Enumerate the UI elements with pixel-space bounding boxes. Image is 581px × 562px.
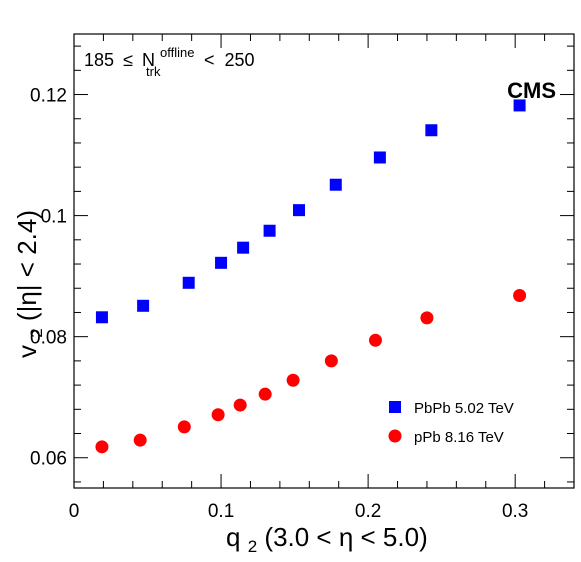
y-tick-label: 0.12	[30, 86, 67, 107]
data-point-square	[425, 124, 438, 137]
data-point-circle	[286, 373, 300, 387]
y-tick-label: 0.08	[30, 328, 67, 349]
data-point-square	[95, 311, 108, 324]
data-point-square	[513, 99, 526, 112]
data-point-square	[215, 256, 228, 269]
data-point-circle	[177, 420, 191, 434]
legend: PbPb 5.02 TeV pPb 8.16 TeV	[388, 400, 514, 446]
x-axis-title-rest: (3.0 < η < 5.0)	[264, 522, 427, 552]
y-axis-title-sub: 2	[27, 328, 46, 337]
data-point-square	[263, 224, 276, 237]
data-point-circle	[95, 440, 109, 454]
plot-frame	[73, 33, 575, 489]
legend-marker-ppb	[388, 429, 402, 443]
y-axis-title: v 2 (|η| < 2.4)	[12, 210, 48, 358]
y-axis-title-main: v	[12, 345, 42, 358]
selection-relation-2: <	[204, 50, 215, 70]
axis-ticks	[73, 34, 575, 488]
series-pbpb	[95, 99, 526, 324]
selection-relation: ≤	[123, 50, 133, 70]
y-tick-label: 0.06	[30, 449, 67, 470]
x-axis-title-main: q	[226, 522, 240, 552]
data-point-circle	[420, 311, 434, 325]
selection-annotation: 185 ≤ N offline trk < 250	[84, 41, 255, 80]
x-tick-label: 0	[69, 501, 80, 522]
experiment-label: CMS	[507, 78, 556, 103]
data-point-circle	[368, 333, 382, 347]
data-point-circle	[133, 433, 147, 447]
x-axis-title: q 2 (3.0 < η < 5.0)	[226, 522, 428, 558]
data-point-square	[373, 151, 386, 164]
legend-label-ppb: pPb 8.16 TeV	[414, 429, 504, 446]
y-tick-label: 0.1	[41, 207, 67, 228]
data-point-square	[293, 204, 305, 217]
data-point-circle	[513, 289, 527, 303]
selection-lhs: 185	[84, 50, 114, 70]
data-point-circle	[324, 354, 338, 368]
axis-tick-labels: 0 0.1 0.2 0.3 0.06 0.08 0.1 0.12	[30, 86, 528, 522]
legend-label-pbpb: PbPb 5.02 TeV	[414, 400, 514, 417]
selection-variable: N	[142, 50, 155, 70]
legend-marker-pbpb	[389, 401, 401, 413]
x-axis-title-sub: 2	[248, 537, 257, 556]
selection-variable-subscript: trk	[146, 64, 161, 79]
data-point-square	[182, 276, 195, 289]
data-point-square	[137, 299, 150, 312]
data-point-circle	[211, 408, 225, 422]
data-point-circle	[258, 387, 272, 401]
y-axis-title-rest: (|η| < 2.4)	[12, 210, 42, 321]
x-tick-label: 0.1	[208, 501, 234, 522]
x-tick-label: 0.2	[355, 501, 381, 522]
data-point-square	[237, 241, 250, 254]
data-point-circle	[233, 398, 247, 412]
data-point-square	[329, 178, 342, 191]
data-markers	[95, 99, 527, 454]
series-ppb	[95, 289, 527, 454]
selection-rhs: 250	[225, 50, 255, 70]
selection-variable-superscript: offline	[160, 45, 194, 60]
x-tick-label: 0.3	[502, 501, 528, 522]
